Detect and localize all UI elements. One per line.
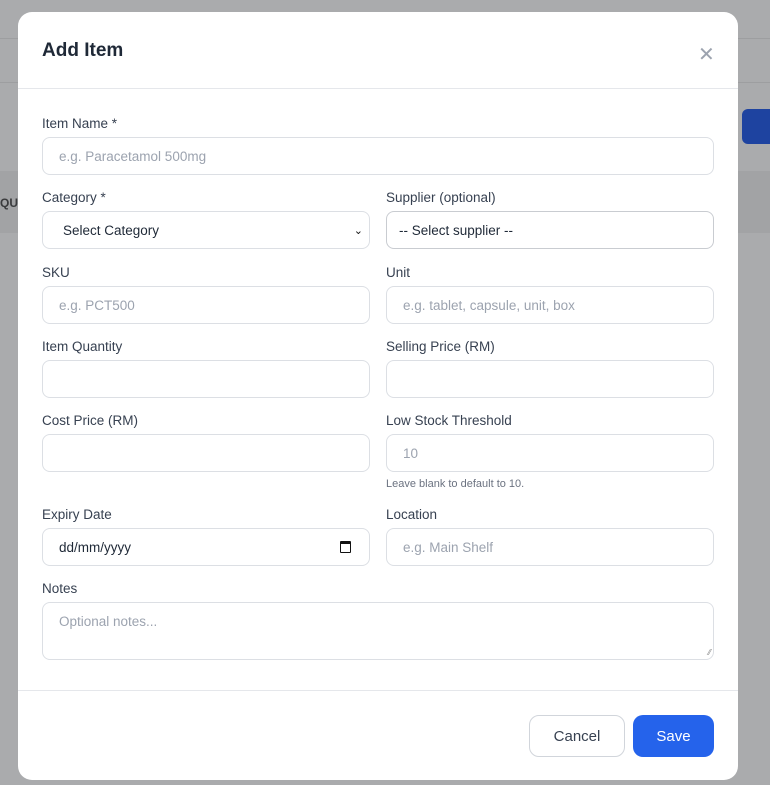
add-item-modal: Add Item ✕ Item Name * e.g. Paracetamol …	[18, 12, 738, 780]
unit-input[interactable]: e.g. tablet, capsule, unit, box	[386, 286, 714, 324]
modal-header: Add Item ✕	[18, 12, 738, 89]
save-button[interactable]: Save	[633, 715, 714, 757]
sku-input[interactable]: e.g. PCT500	[42, 286, 370, 324]
resize-handle-icon[interactable]: ⁄⁄	[708, 648, 711, 657]
category-value: Select Category	[63, 222, 160, 238]
selling-price-input[interactable]	[386, 360, 714, 398]
modal-footer-divider	[18, 690, 738, 691]
unit-label: Unit	[386, 265, 411, 280]
background-column-header: QU	[0, 196, 18, 210]
item-quantity-label: Item Quantity	[42, 339, 123, 354]
expiry-date-input[interactable]: dd/mm/yyyy	[42, 528, 370, 566]
chevron-down-icon: ⌄	[353, 224, 363, 237]
expiry-date-label: Expiry Date	[42, 507, 112, 522]
cost-price-label: Cost Price (RM)	[42, 413, 139, 428]
cancel-button[interactable]: Cancel	[529, 715, 625, 757]
location-input[interactable]: e.g. Main Shelf	[386, 528, 714, 566]
selling-price-label: Selling Price (RM)	[386, 339, 495, 354]
item-name-input[interactable]: e.g. Paracetamol 500mg	[42, 137, 714, 175]
item-quantity-input[interactable]	[42, 360, 370, 398]
low-stock-threshold-hint: Leave blank to default to 10.	[386, 478, 525, 490]
close-icon[interactable]: ✕	[698, 44, 715, 66]
notes-textarea[interactable]: Optional notes... ⁄⁄	[42, 602, 714, 660]
item-name-label: Item Name *	[42, 116, 118, 131]
supplier-label: Supplier (optional)	[386, 190, 496, 205]
notes-placeholder: Optional notes...	[59, 614, 158, 629]
low-stock-threshold-input[interactable]: 10	[386, 434, 714, 472]
modal-title: Add Item	[42, 40, 124, 61]
calendar-icon[interactable]	[340, 541, 351, 553]
cost-price-input[interactable]	[42, 434, 370, 472]
low-stock-threshold-label: Low Stock Threshold	[386, 413, 512, 428]
sku-label: SKU	[42, 265, 70, 280]
location-label: Location	[386, 507, 438, 522]
category-label: Category *	[42, 190, 106, 205]
supplier-select[interactable]: -- Select supplier --	[386, 211, 714, 249]
category-select[interactable]: Select Category ⌄	[42, 211, 370, 249]
notes-label: Notes	[42, 581, 78, 596]
expiry-date-placeholder: dd/mm/yyyy	[59, 539, 132, 555]
background-add-button	[742, 109, 770, 144]
